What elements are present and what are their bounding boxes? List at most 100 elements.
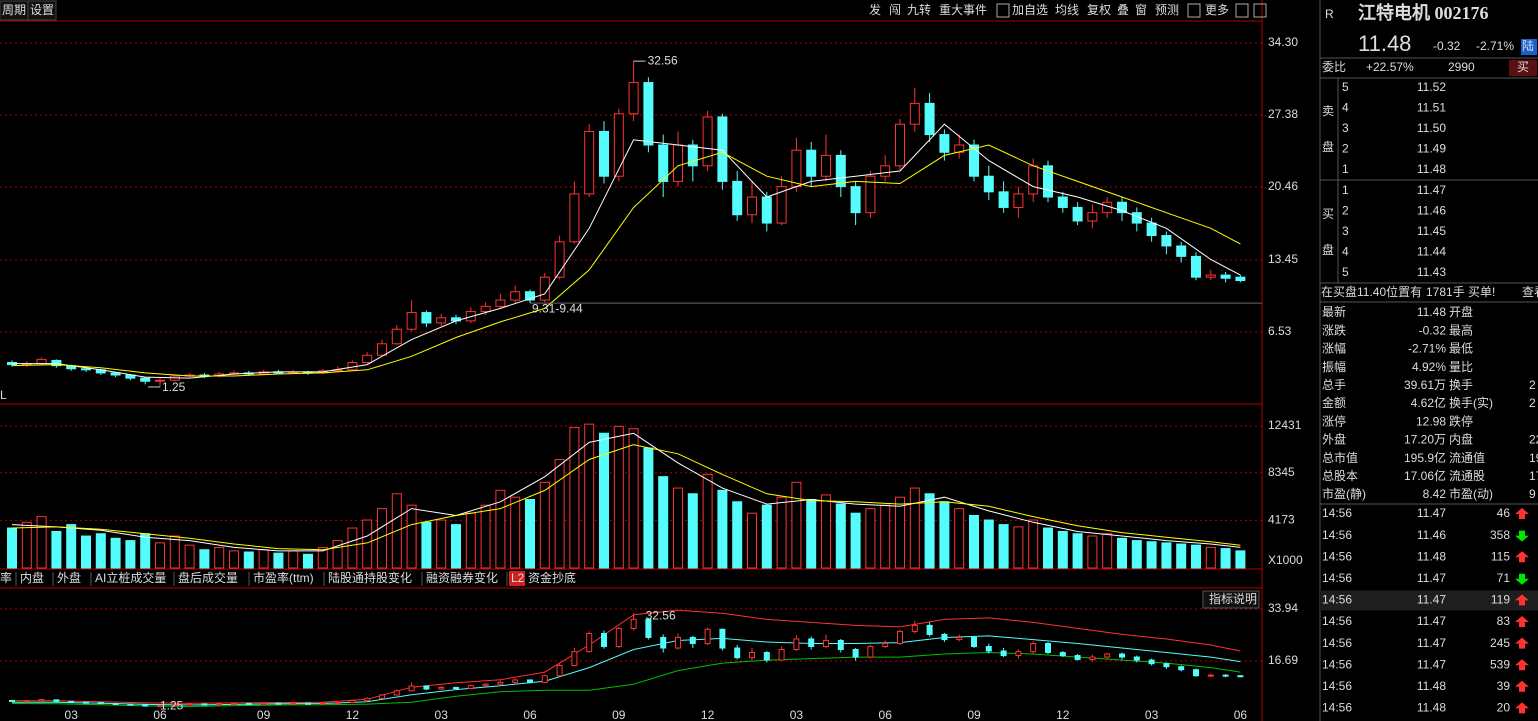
candle-body (909, 102, 920, 125)
candle-body (601, 633, 607, 648)
candle-body (926, 624, 933, 635)
candle-body (1030, 642, 1037, 653)
trade-arrow (1515, 594, 1529, 606)
toolbar-label[interactable]: 发 (869, 2, 881, 17)
tab[interactable]: 率 (0, 570, 12, 585)
candle-body (1059, 652, 1066, 657)
level: 4 (1342, 101, 1349, 115)
stat-value: 2 (1529, 396, 1536, 410)
volume-bar (1205, 546, 1216, 569)
candle-body (808, 638, 815, 648)
volume-bar (95, 533, 106, 569)
help-label[interactable]: 指标说明 (1209, 591, 1257, 606)
trade-volume: 71 (1497, 571, 1511, 585)
candle-body (1207, 674, 1214, 677)
candle-body (882, 642, 889, 648)
x-tick-label: 03 (435, 708, 449, 721)
volume-bar (451, 524, 461, 569)
trade-time: 14:56 (1322, 549, 1352, 563)
toolbar-label[interactable]: 更多 (1205, 3, 1229, 17)
trade-price: 11.48 (1417, 549, 1446, 563)
candle-body (628, 82, 639, 115)
candle-body (421, 312, 432, 324)
volume-bar (954, 508, 965, 569)
toolbar-icon[interactable] (1235, 3, 1249, 18)
volume-bar (347, 527, 358, 569)
candle-body (510, 291, 521, 301)
toolbar-label[interactable]: 重大事件 (939, 3, 987, 17)
level: 4 (1342, 244, 1349, 258)
volume-bar (983, 519, 994, 569)
tab[interactable]: 资金抄底 (528, 570, 576, 585)
candle-body (630, 618, 637, 629)
stat-label: 开盘 (1449, 304, 1473, 319)
candle-body (97, 702, 104, 705)
volume-bar (125, 540, 136, 569)
stat-label: 总股本 (1322, 469, 1358, 483)
toolbar-label[interactable]: 复权 (1087, 3, 1111, 17)
level-price: 11.43 (1417, 265, 1446, 279)
volume-bar (895, 496, 905, 569)
toolbar-label[interactable]: 闯 (889, 2, 901, 17)
toolbar-button[interactable] (27, 0, 57, 21)
toolbar-label[interactable]: 窗 (1135, 3, 1147, 17)
candle-body (81, 368, 91, 371)
tab[interactable]: 陆股通持股变化 (328, 570, 412, 585)
toolbar-label[interactable]: 预测 (1155, 3, 1179, 17)
toolbar-label[interactable]: 均线 (1055, 3, 1079, 17)
candle-body (275, 702, 282, 705)
volume-bar (939, 501, 950, 569)
stat-label: 流通股 (1449, 469, 1485, 483)
volume-bar (362, 519, 373, 569)
toolbar-label[interactable]: 叠 (1117, 3, 1129, 17)
help-button[interactable] (1202, 590, 1260, 609)
candle-body (453, 687, 459, 690)
stat-value: 19 (1529, 451, 1538, 465)
trade-time: 14:56 (1322, 701, 1352, 715)
candle-body (1193, 669, 1199, 677)
toolbar-icon[interactable] (1187, 3, 1201, 18)
tab[interactable]: 融资融券变化 (426, 570, 498, 585)
tab[interactable]: 盘后成交量 (178, 570, 238, 585)
volume-bar (1131, 540, 1142, 569)
toolbar-label[interactable]: 九转 (907, 2, 931, 17)
trade-volume: 39 (1497, 679, 1511, 693)
candle-body (821, 154, 831, 177)
volume-bar (584, 423, 595, 569)
x-tick-label: 09 (612, 708, 626, 721)
volume-bar (406, 504, 417, 569)
candle-body (142, 704, 149, 707)
x-tick-label: 12 (346, 708, 360, 721)
trade-arrow (1515, 616, 1529, 627)
volume-bar (258, 549, 269, 569)
tab[interactable]: AI立桩成交量 (95, 570, 166, 585)
level: 1 (1342, 183, 1349, 197)
candle-body (1013, 193, 1024, 208)
tab[interactable]: 外盘 (57, 570, 81, 585)
toolbar-icon[interactable] (996, 3, 1010, 18)
volume-bar (613, 425, 624, 569)
x-tick-label: 09 (967, 708, 981, 721)
level: 1 (1342, 162, 1349, 176)
toolbar-icon[interactable] (1253, 3, 1267, 18)
tab[interactable]: 内盘 (20, 570, 44, 585)
candle-body (290, 702, 297, 705)
volume-bar (525, 498, 535, 569)
volume-bar (214, 546, 225, 569)
tab-badge (509, 571, 525, 586)
candle-body (643, 82, 654, 146)
candle-body (835, 154, 846, 188)
candle-body (850, 186, 861, 214)
trade-arrow (1515, 508, 1529, 519)
buy-button[interactable]: 买 (1517, 60, 1529, 74)
y-tick-label: 20.46 (1268, 179, 1298, 193)
stock-name: 江特电机 002176 (1358, 2, 1489, 23)
y-tick-label: 6.53 (1268, 324, 1292, 338)
stat-value: 195.9亿 (1404, 450, 1446, 465)
volume-bar (332, 540, 343, 569)
tab[interactable]: 市盈率(ttm) (253, 570, 314, 585)
toolbar-label[interactable]: 加自选 (1012, 3, 1048, 17)
notice-link[interactable]: 查看 (1522, 285, 1538, 299)
stat-value: 9 (1529, 487, 1536, 501)
tab[interactable]: L2 (511, 571, 525, 585)
